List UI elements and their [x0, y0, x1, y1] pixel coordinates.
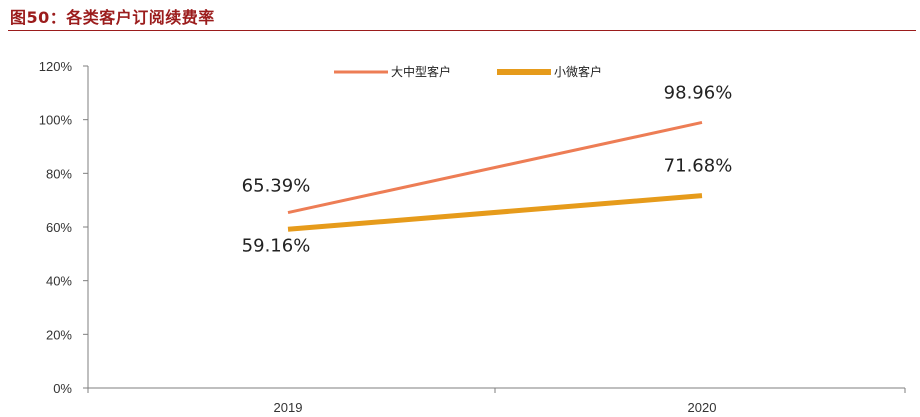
data-label: 98.96% [664, 82, 733, 103]
x-tick-label: 2019 [274, 400, 303, 415]
data-label: 65.39% [242, 176, 311, 197]
y-tick-label: 60% [46, 220, 72, 235]
y-tick-label: 80% [46, 166, 72, 181]
y-ticks: 0% 20% 40% 60% 80% 100% 120% [39, 59, 88, 396]
axes [87, 66, 905, 389]
data-label: 71.68% [664, 156, 733, 177]
legend: 大中型客户 小微客户 [334, 64, 602, 79]
figure-title: 图50：各类客户订阅续费率 [10, 8, 215, 27]
y-tick-label: 120% [39, 59, 73, 74]
series-lines [287, 120, 703, 232]
x-ticks: 2019 2020 [87, 388, 906, 415]
legend-label: 大中型客户 [391, 64, 451, 79]
series-line-1 [287, 120, 703, 215]
series-line-2 [287, 193, 703, 232]
title-divider [8, 30, 916, 31]
data-labels: 65.39% 98.96% 59.16% 71.68% [242, 82, 733, 256]
y-tick-label: 40% [46, 274, 72, 289]
y-tick-label: 100% [39, 113, 73, 128]
legend-label: 小微客户 [554, 64, 602, 79]
y-tick-label: 0% [53, 381, 72, 396]
y-tick-label: 20% [46, 327, 72, 342]
data-label: 59.16% [242, 235, 311, 256]
x-tick-label: 2020 [688, 400, 717, 415]
